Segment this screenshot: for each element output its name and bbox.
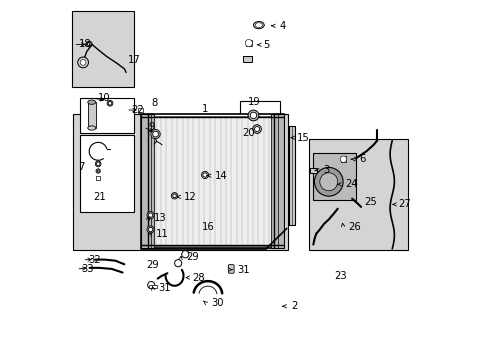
Text: 22: 22 [131,105,144,115]
Ellipse shape [253,22,264,29]
Circle shape [252,125,261,134]
Circle shape [87,42,91,46]
Bar [96,176,100,180]
Text: 16: 16 [202,222,215,232]
Bar [73,114,287,250]
Text: 13: 13 [154,213,166,222]
Circle shape [174,260,182,267]
Circle shape [95,161,101,167]
Bar [240,101,280,145]
Circle shape [250,112,256,119]
Circle shape [203,173,207,177]
Bar [149,285,156,288]
Circle shape [172,194,176,198]
Circle shape [107,100,113,106]
Bar [308,139,407,250]
Text: 7: 7 [78,162,84,172]
Text: 11: 11 [156,229,168,239]
Circle shape [96,169,100,173]
Circle shape [247,110,258,121]
Bar [288,126,295,225]
Circle shape [151,130,160,139]
Bar [340,156,346,162]
Circle shape [319,173,337,191]
Text: 18: 18 [79,40,91,49]
Polygon shape [331,182,339,187]
Text: 6: 6 [359,154,365,164]
Text: 30: 30 [210,298,223,308]
Bar [80,135,134,212]
Text: 17: 17 [128,55,141,65]
Circle shape [78,57,88,68]
Text: 14: 14 [215,171,227,181]
Circle shape [244,40,252,46]
Polygon shape [309,168,316,173]
Circle shape [96,162,100,166]
Text: 4: 4 [279,21,285,31]
Circle shape [148,227,152,231]
Circle shape [254,127,259,132]
Circle shape [80,59,86,65]
Bar [154,116,270,246]
Text: 3: 3 [323,165,329,175]
Bar [140,114,284,248]
Text: 21: 21 [93,192,106,202]
Text: 2: 2 [290,301,297,311]
Ellipse shape [88,126,96,130]
Circle shape [147,282,155,289]
Text: 1: 1 [202,104,208,114]
Text: 27: 27 [398,199,410,210]
Circle shape [148,213,152,217]
Bar [80,98,134,134]
Text: 12: 12 [183,192,196,202]
Bar [245,40,251,46]
Circle shape [182,251,188,258]
Circle shape [152,131,158,137]
Circle shape [340,156,346,162]
Text: 25: 25 [364,197,377,207]
Circle shape [147,212,154,219]
Text: 31: 31 [237,265,249,275]
Text: 9: 9 [148,122,155,132]
Text: 26: 26 [348,222,361,231]
Bar [138,108,142,113]
Ellipse shape [88,100,96,104]
Circle shape [147,226,154,233]
Text: 10: 10 [97,93,110,103]
Text: 8: 8 [151,98,157,108]
Circle shape [314,167,343,196]
Text: 5: 5 [263,40,269,50]
Ellipse shape [255,23,262,27]
Bar [140,114,154,248]
FancyBboxPatch shape [228,265,234,273]
Text: 15: 15 [296,133,309,143]
Text: 32: 32 [88,255,100,265]
Circle shape [86,41,92,47]
Text: 23: 23 [334,271,346,281]
Text: 19: 19 [247,97,260,107]
Circle shape [201,171,208,179]
Text: 20: 20 [241,129,254,138]
Circle shape [171,193,178,199]
Bar [88,102,96,128]
Polygon shape [243,56,251,62]
Circle shape [97,170,99,172]
Text: 28: 28 [192,273,204,283]
Text: 29: 29 [186,252,199,262]
Bar [312,153,355,200]
Text: 24: 24 [345,179,358,189]
Bar [270,114,284,248]
Text: 31: 31 [158,283,170,293]
Text: 29: 29 [146,260,159,270]
Bar [72,12,134,87]
Text: 33: 33 [81,264,94,274]
Circle shape [108,102,112,105]
